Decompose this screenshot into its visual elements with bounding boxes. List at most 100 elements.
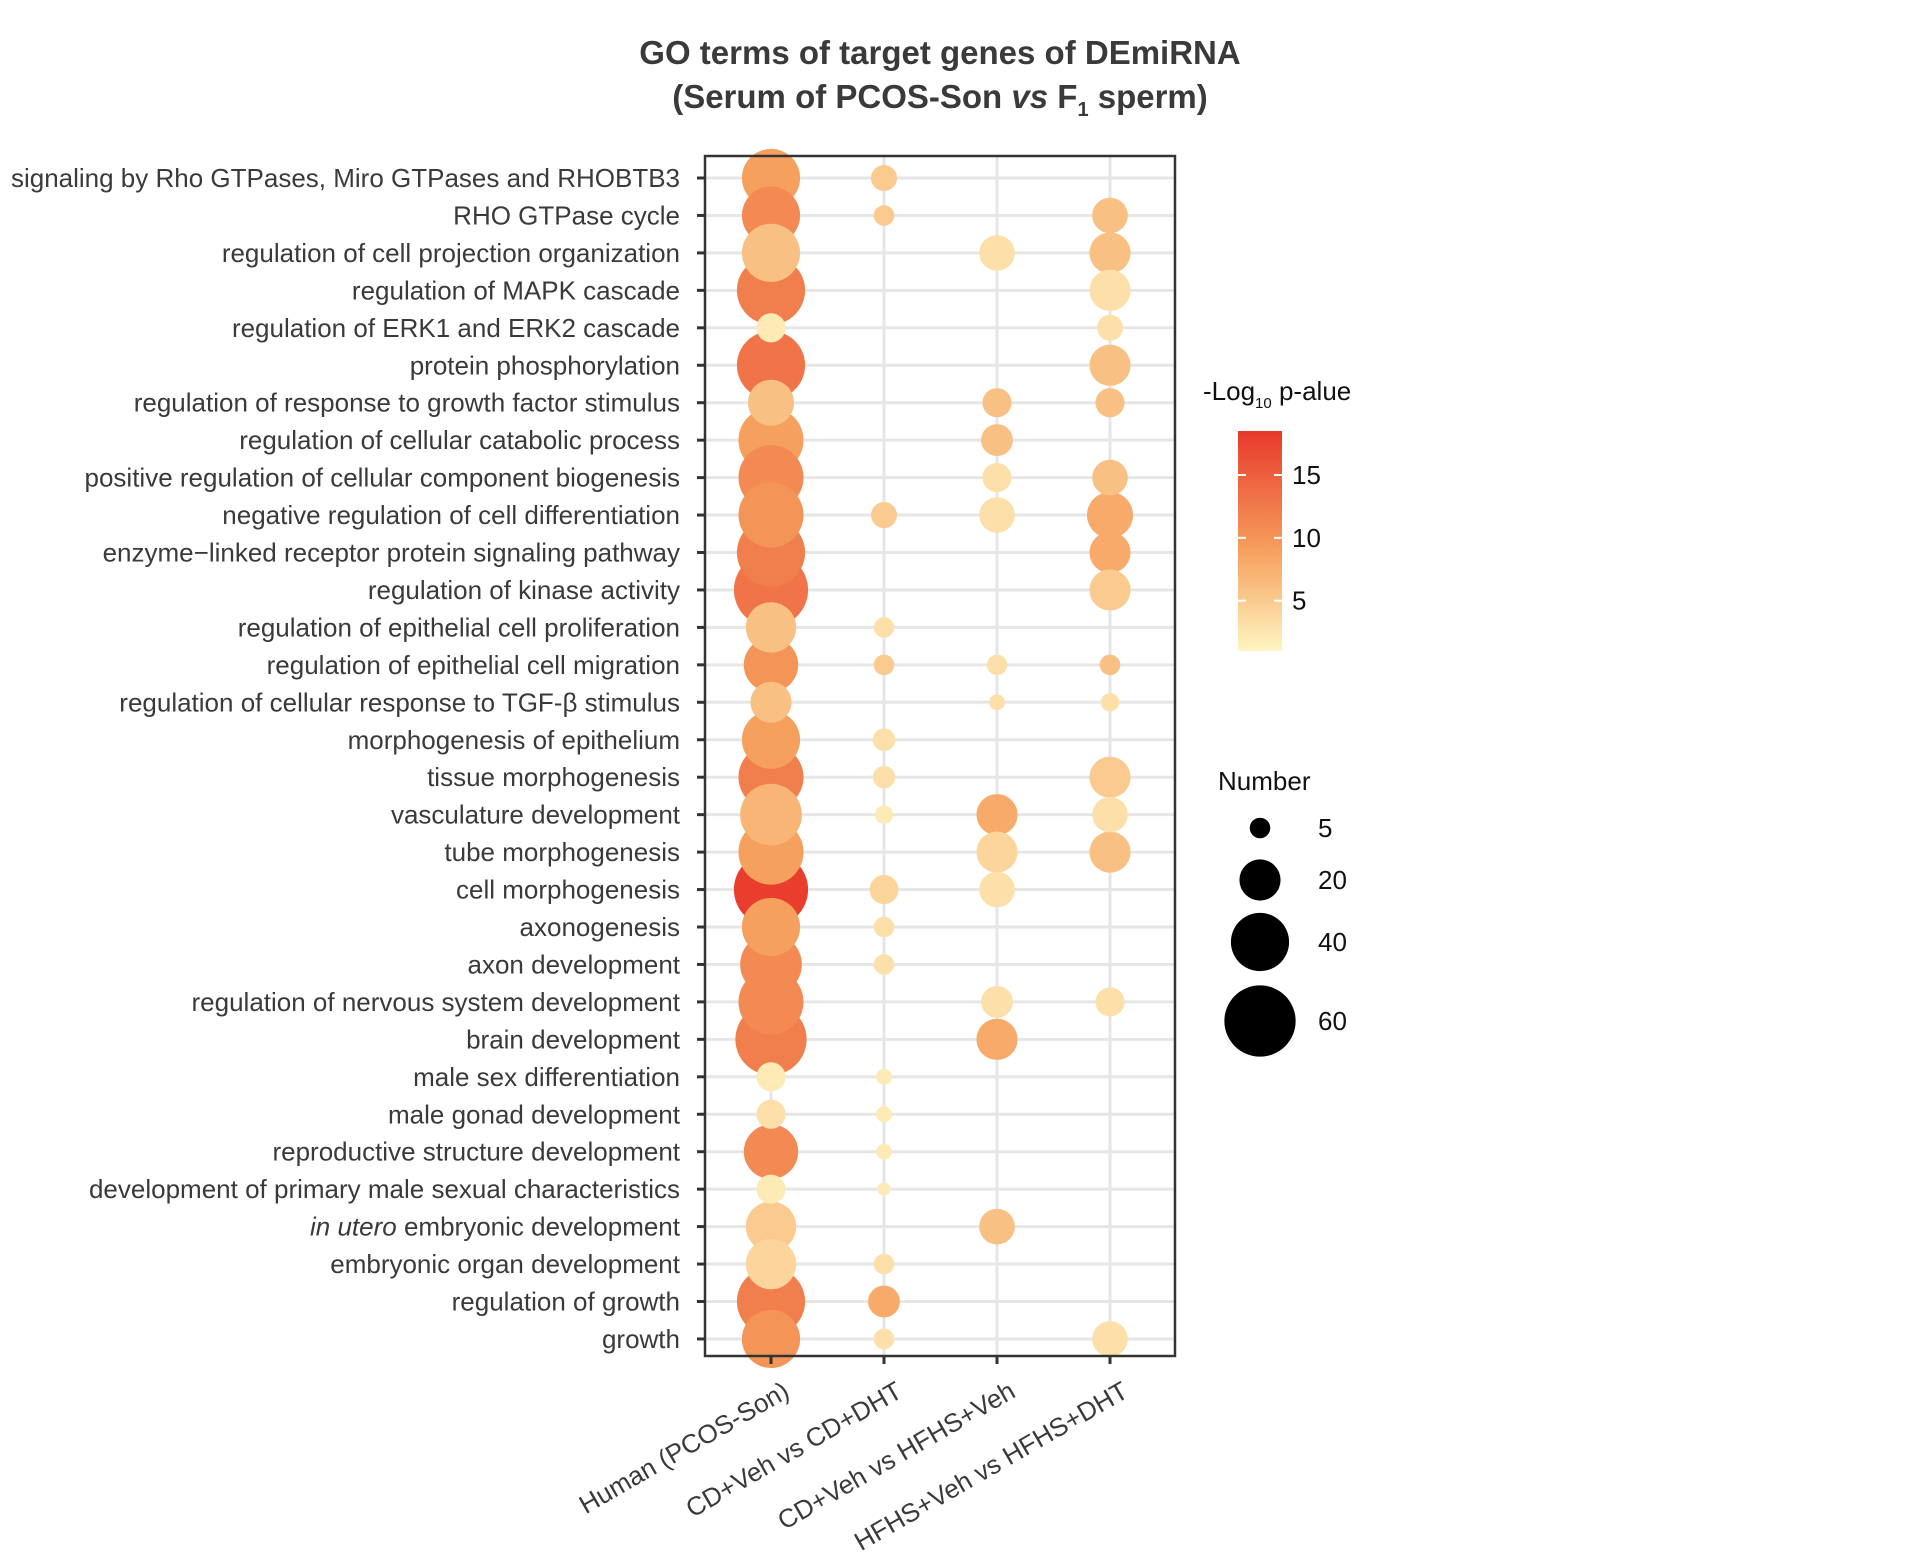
y-label-italic: in utero	[310, 1212, 397, 1242]
data-point	[872, 765, 896, 789]
y-label: growth	[602, 1324, 680, 1354]
y-label: RHO GTPase cycle	[453, 200, 680, 230]
data-point	[873, 1253, 895, 1275]
data-point	[1092, 197, 1128, 234]
data-point	[868, 1285, 900, 1318]
y-axis-labels: signaling by Rho GTPases, Miro GTPases a…	[11, 163, 705, 1354]
data-point	[743, 637, 799, 693]
data-point	[745, 1201, 797, 1252]
data-point	[870, 164, 898, 192]
data-point	[876, 1143, 892, 1160]
data-point	[976, 794, 1018, 836]
data-point	[736, 331, 806, 400]
y-label-rest: embryonic development	[397, 1212, 681, 1242]
data-point	[748, 379, 794, 426]
chart-title-line1: GO terms of target genes of DEmiRNA	[639, 34, 1240, 71]
title-part-vs: vs	[1011, 78, 1048, 115]
y-label: axonogenesis	[520, 912, 680, 942]
title-part-close: sperm)	[1089, 78, 1208, 115]
data-point	[870, 502, 898, 529]
data-point	[741, 1309, 801, 1369]
data-point	[869, 875, 899, 905]
y-label: regulation of response to growth factor …	[134, 388, 680, 418]
y-label: protein phosphorylation	[410, 350, 680, 380]
data-point	[979, 497, 1015, 533]
y-label: tube morphogenesis	[444, 837, 680, 867]
size-legend-circle	[1230, 912, 1290, 972]
y-label: morphogenesis of epithelium	[348, 725, 680, 755]
data-point	[1089, 831, 1131, 873]
data-point	[1092, 459, 1128, 496]
data-point	[741, 223, 801, 282]
y-label: tissue morphogenesis	[427, 762, 680, 792]
size-legend-circle	[1224, 985, 1296, 1057]
data-point	[986, 654, 1008, 676]
y-label: development of primary male sexual chara…	[89, 1174, 680, 1204]
data-point	[1087, 492, 1133, 539]
y-label: brain development	[466, 1024, 681, 1054]
data-point	[741, 897, 801, 957]
size-legend-circle	[1239, 859, 1281, 901]
color-legend-ticks: 15 10 5	[1238, 460, 1321, 616]
data-point	[873, 654, 895, 676]
data-point	[1089, 232, 1131, 274]
y-label: regulation of cellular response to TGF-β…	[119, 687, 680, 717]
data-points	[733, 148, 1133, 1369]
data-point	[740, 783, 802, 846]
data-point	[1089, 531, 1131, 574]
data-point	[1089, 756, 1131, 798]
y-label: regulation of kinase activity	[368, 575, 680, 605]
size-legend-label: 5	[1318, 813, 1332, 843]
y-label: in utero embryonic development	[310, 1212, 681, 1242]
y-label: regulation of epithelial cell migration	[267, 650, 680, 680]
y-label: embryonic organ development	[330, 1249, 681, 1279]
data-point	[981, 985, 1013, 1018]
title-part-mid: F	[1048, 78, 1077, 115]
data-point	[976, 831, 1018, 873]
data-point	[873, 617, 895, 638]
data-point	[979, 235, 1015, 271]
color-legend-title-prefix: -Log	[1203, 376, 1255, 406]
data-point	[1089, 344, 1131, 386]
data-point	[981, 424, 1013, 457]
data-point	[982, 463, 1012, 493]
data-point	[745, 602, 797, 653]
chart-title-line2: (Serum of PCOS-Son vs F1 sperm)	[672, 78, 1208, 121]
color-legend-label: 15	[1292, 460, 1321, 490]
y-label: regulation of cell projection organizati…	[222, 238, 680, 268]
data-point	[877, 1182, 891, 1196]
size-legend-label: 40	[1318, 927, 1347, 957]
y-label: regulation of cellular catabolic process	[239, 425, 680, 455]
data-point	[976, 1018, 1018, 1060]
data-point	[1099, 654, 1121, 676]
color-legend-title-suffix: p-alue	[1272, 376, 1352, 406]
size-legend-circle	[1249, 817, 1271, 839]
data-point	[741, 710, 801, 769]
y-label: negative regulation of cell differentiat…	[222, 500, 680, 530]
data-point	[745, 1238, 797, 1290]
data-point	[1089, 569, 1131, 611]
data-point	[756, 1099, 786, 1129]
data-point	[738, 482, 804, 548]
y-label: enzyme−linked receptor protein signaling…	[103, 538, 680, 568]
data-point	[979, 871, 1015, 908]
data-point	[979, 1208, 1015, 1245]
title-part-sub: 1	[1077, 99, 1088, 121]
data-point	[876, 1106, 892, 1123]
data-point	[1092, 1321, 1128, 1357]
y-label: vasculature development	[391, 800, 681, 830]
size-legend-entries: 5 20 40 60	[1224, 813, 1347, 1057]
data-point	[1096, 314, 1124, 341]
plot-frame	[703, 154, 1177, 1358]
data-point	[982, 388, 1012, 418]
data-point	[750, 681, 792, 723]
y-label: axon development	[468, 949, 681, 979]
y-label: cell morphogenesis	[456, 875, 680, 905]
data-point	[756, 1062, 786, 1092]
color-legend-title: -Log10 p-alue	[1203, 376, 1351, 412]
color-legend-bar	[1238, 431, 1282, 651]
data-point	[876, 1068, 892, 1085]
data-point	[1092, 796, 1128, 833]
